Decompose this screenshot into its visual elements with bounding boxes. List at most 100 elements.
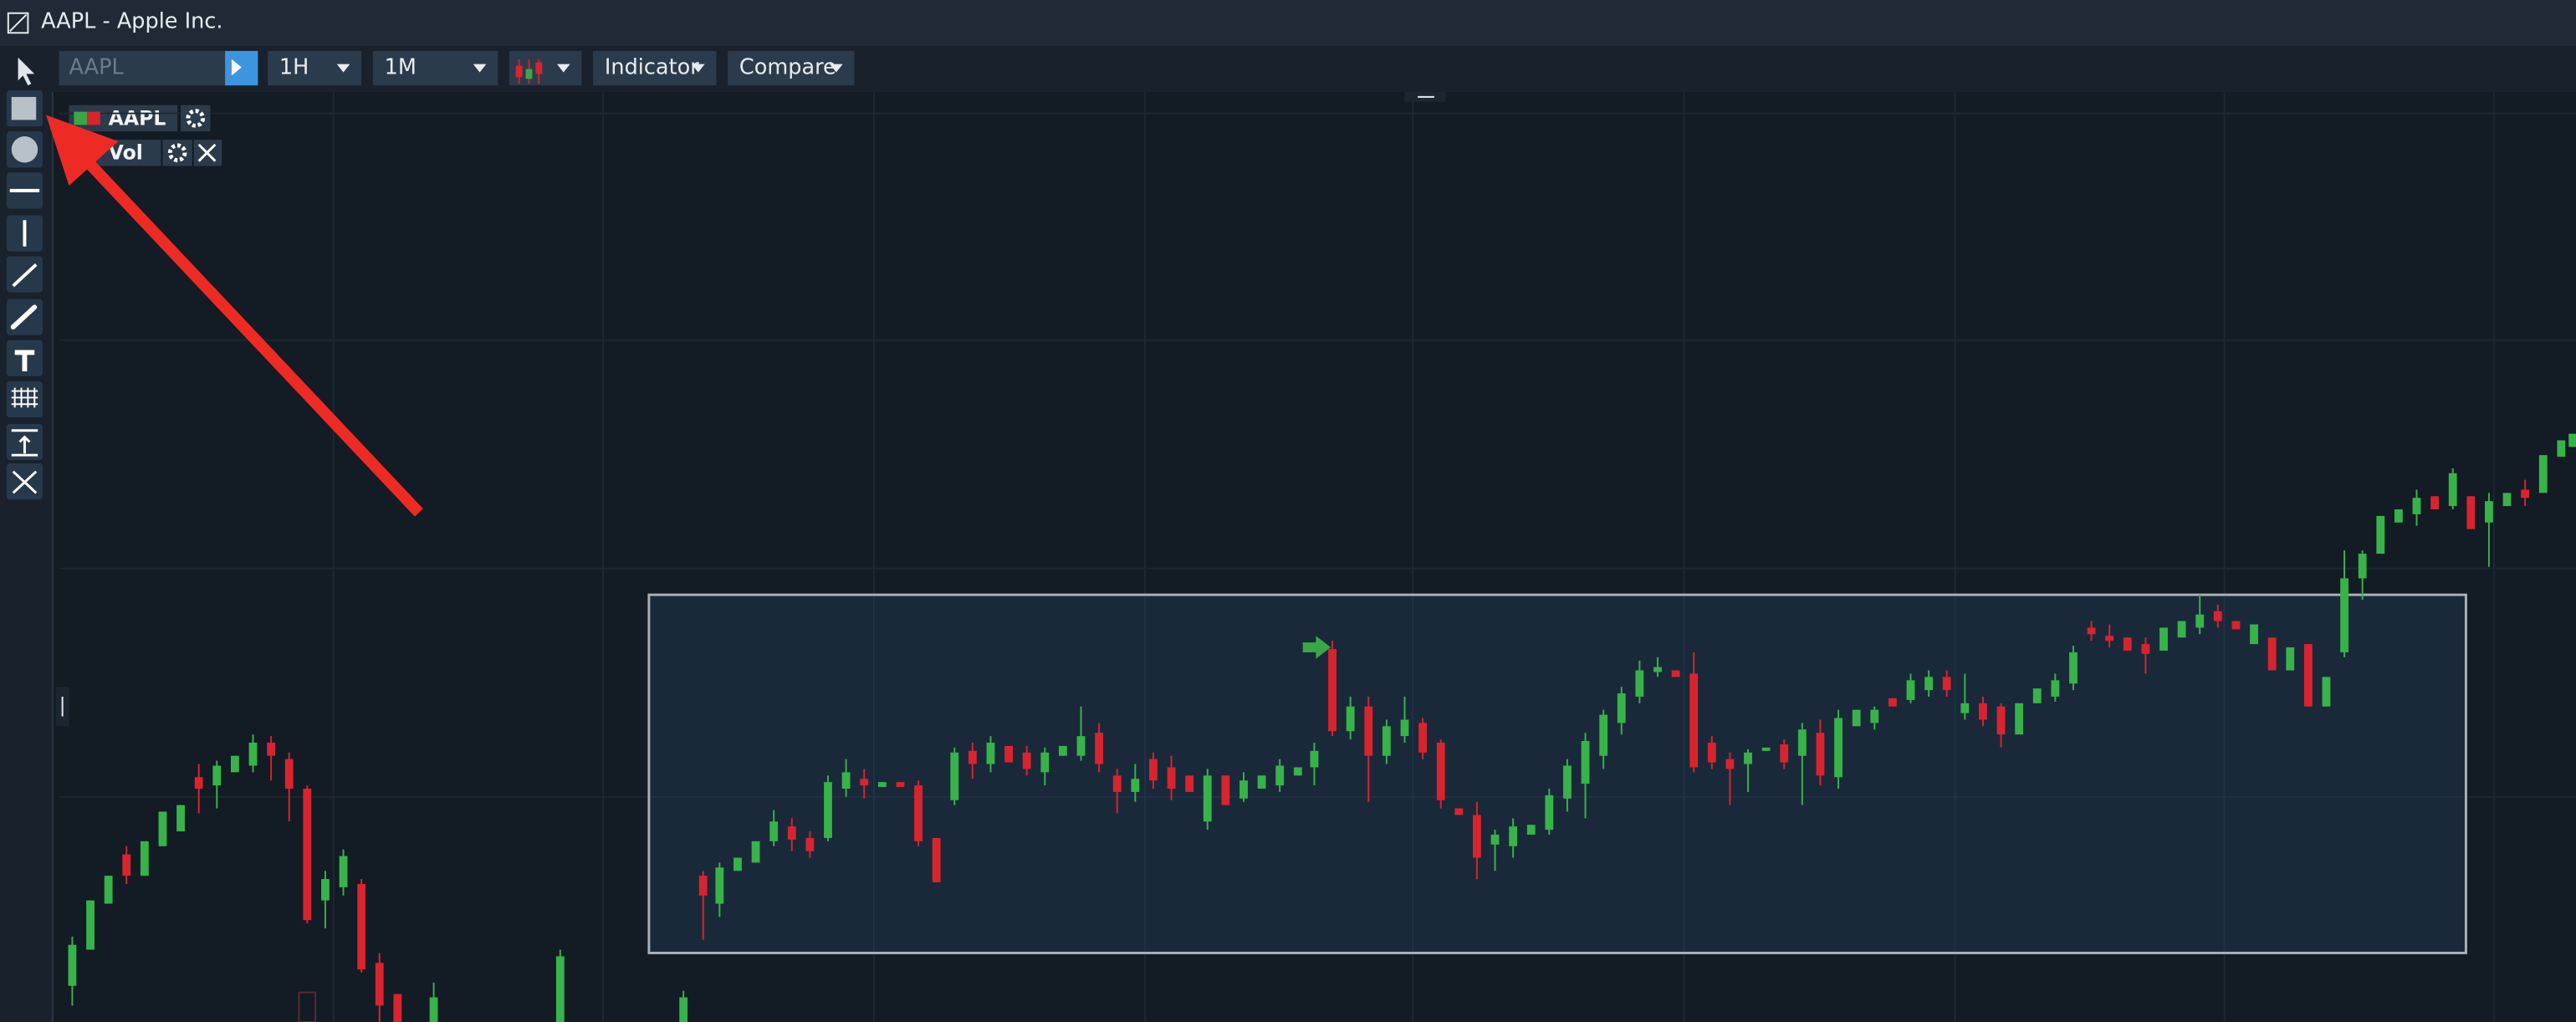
candle-body [1653,667,1662,672]
interval-dropdown[interactable]: 1H [268,50,362,86]
candle-body [1004,745,1013,763]
series-legend[interactable]: AAPL [69,105,178,132]
candle-body [429,997,438,1022]
candle-body [679,997,688,1022]
grid-icon [11,387,38,408]
candle-body [1400,719,1409,737]
candle-body [2358,554,2367,579]
candle-body [733,857,742,871]
candle-body [122,854,131,876]
candle-body [1040,752,1050,773]
candle-body [2051,680,2060,697]
candle-body [230,755,239,773]
candle-body [1239,780,1248,799]
candle-body [68,944,77,986]
candle-body [2195,614,2205,628]
candle-body [2322,677,2331,707]
candle-body [986,742,995,764]
candle-body [248,742,258,766]
candle-body [1780,744,1789,763]
candle-body [1112,775,1122,792]
rectangle-icon [11,96,37,120]
candle-body [1526,825,1536,835]
candle-body [1635,670,1644,697]
candle-body [1149,759,1158,781]
range-dropdown[interactable]: 1M [372,50,498,86]
go-icon [231,59,242,76]
compare-dropdown[interactable]: Compare [728,50,855,86]
candle-body [2267,637,2277,671]
candle-body [1509,826,1518,846]
candle-body [1364,706,1373,756]
candle-body [2394,509,2403,523]
candle-body [104,876,113,904]
volume-settings[interactable] [162,139,192,166]
candle-body [2213,611,2222,621]
candle-body [1076,736,1086,756]
event-marker[interactable] [1302,636,1331,659]
candle-body [1418,723,1427,753]
candle-body [1058,745,1067,756]
candle-body [805,837,815,851]
candle-body [2568,433,2576,447]
candle-body [1852,709,1861,727]
candle-body [1906,680,1915,700]
candle-body [2032,688,2042,703]
gear-icon [186,109,206,128]
candle-body [2250,624,2258,645]
candle-body [2376,515,2385,554]
candle-body [877,782,887,788]
candle-body [751,841,760,863]
symbol-go-button[interactable] [225,50,258,86]
candle-body [1924,677,1933,691]
candle-body [1022,752,1031,769]
candle-body [1816,733,1825,776]
candle-body [1275,765,1285,786]
candle-body [2286,647,2295,671]
candle-body [2430,496,2440,510]
annotation-arrowhead [46,115,119,186]
candle-body [1888,698,1897,707]
candle-body [1563,765,1572,799]
candle-body [2340,578,2349,652]
candle-body [769,821,779,841]
candle-body [1454,808,1464,815]
text-icon [14,350,35,371]
drawn-rectangle[interactable] [647,593,2467,954]
candle-body [1960,703,1970,713]
candle-body [1293,767,1302,776]
candle-body [787,826,796,840]
close-icon [197,143,217,162]
candle-body [2141,644,2150,654]
candle-body [2412,498,2421,514]
candle-body [1545,795,1554,830]
candle-body [1689,673,1699,768]
candle-body [1167,767,1176,789]
candle-body [2123,637,2132,651]
candle-body [715,867,724,904]
candle-body [321,879,330,901]
window-title: AAPL - Apple Inc. [0,0,2576,47]
candle-body [86,900,95,950]
candle-body [1310,750,1319,768]
chart-type-dropdown[interactable] [509,50,582,86]
chart-type-icon-part [525,69,533,79]
candle-body [1346,706,1355,732]
pointer-icon [18,57,35,86]
candle-body [1599,714,1608,756]
candle-body [2521,489,2530,498]
window-icon [7,12,29,34]
candle-body [2557,440,2566,457]
candle-body [1472,815,1481,858]
candle-body [1095,733,1104,764]
candle-body [194,777,203,789]
grid-tool[interactable] [6,381,43,418]
candle-body [1707,742,1716,763]
symbol-input[interactable]: AAPL [59,50,226,86]
candle-body [2485,501,2493,523]
series-settings[interactable] [181,105,211,132]
indicator-dropdown[interactable]: Indicator [593,50,717,86]
candle-body [2466,496,2476,529]
